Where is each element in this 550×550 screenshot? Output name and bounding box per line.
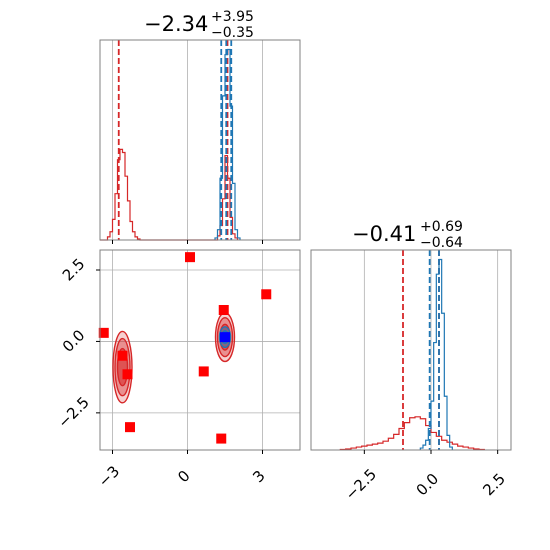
tick-label-x-1: 0.0 [413,470,443,500]
tick-label-x-0: −2.5 [342,465,380,503]
marker-0 [98,327,109,338]
panel-bottom-right: −2.5 0.0 2.5 −0.41 +0.69 −0.64 [310,219,512,504]
title-bottom-right-value: −0.41 [352,222,416,246]
ticks-top-left [112,240,263,244]
tick-label-y-2: 2.5 [59,255,89,285]
title-top-left-upper: +3.95 [211,9,254,25]
panel-bottom-left: −3 0 3 −2.5 0.0 2.5 [54,249,301,491]
marker-7 [218,305,229,315]
grid-top-left [112,40,263,240]
title-bottom-right-upper: +0.69 [420,219,463,235]
title-bottom-right-lower: −0.64 [420,235,463,251]
marker-9 [220,332,230,343]
axes-frame-top-left [99,39,301,241]
title-top-left: −2.34 [144,12,208,36]
tick-label-y-0: −2.5 [54,393,92,431]
tick-label-x-1: 0 [174,467,193,486]
histogram-series-0 [100,148,239,241]
marker-6 [216,433,227,444]
tick-label-x-2: 2.5 [479,470,509,500]
histogram-series-1 [214,48,241,240]
marker-4 [185,252,195,263]
marker-1 [117,350,128,361]
tick-label-x-0: −3 [95,462,123,490]
axes-frame-bottom-right [310,249,512,451]
scatter-bottom-left [98,252,272,444]
marker-5 [198,366,209,377]
histogram-top-left [100,40,241,241]
marker-3 [125,422,135,433]
ticks-bottom-left: −3 0 3 −2.5 0.0 2.5 [54,255,268,491]
tick-label-y-1: 0.0 [59,326,89,356]
ticks-bottom-right: −2.5 0.0 2.5 [342,450,509,504]
tick-label-x-2: 3 [249,467,268,486]
axes-frame-bottom-left [99,249,301,451]
title-top-left-lower: −0.35 [211,25,254,41]
grid-bottom-left [100,250,300,450]
histogram-series-1 [419,258,453,450]
histogram-bottom-right [339,250,485,451]
histogram-series-0 [339,416,485,451]
title-bottom-right: −0.41 [352,222,416,246]
marker-8 [261,289,272,300]
panel-top-left: −2.34 +3.95 −0.35 [99,9,301,244]
marker-2 [122,369,133,380]
title-top-left-value: −2.34 [144,12,208,36]
